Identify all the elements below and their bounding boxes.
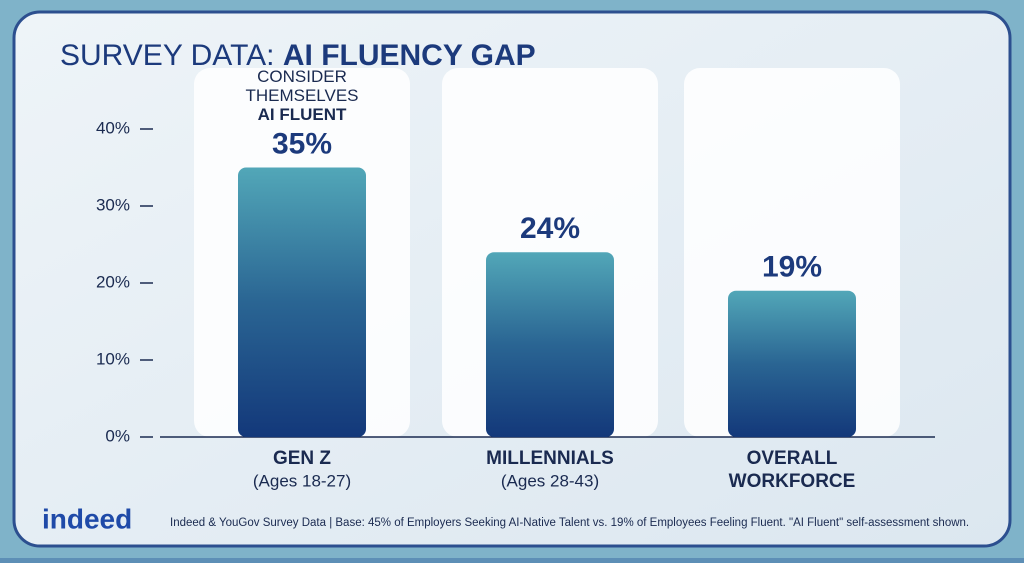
value-label: 35%: [272, 127, 332, 160]
annotation: THEMSELVES: [245, 86, 358, 105]
y-tick-label: 30%: [96, 195, 130, 214]
annotation: AI FLUENT: [258, 105, 347, 124]
title-text: SURVEY DATA:: [60, 39, 275, 72]
annotation: CONSIDER: [257, 67, 347, 86]
category-note: (Ages 18-27): [253, 471, 351, 490]
value-label: 19%: [762, 251, 822, 284]
title-emphasis: AI FLUENCY GAP: [283, 39, 536, 72]
logo: indeed: [42, 503, 132, 534]
x-tick-label: GEN Z: [273, 448, 331, 469]
category-note: (Ages 28-43): [501, 471, 599, 490]
bar: [728, 290, 856, 437]
x-tick-label: MILLENNIALS: [486, 448, 614, 469]
bar: [238, 167, 366, 437]
bar: [486, 252, 614, 437]
value-label: 24%: [520, 212, 580, 245]
source-note: Indeed & YouGov Survey Data | Base: 45% …: [170, 517, 969, 529]
y-tick-label: 10%: [96, 349, 130, 368]
y-tick-label: 0%: [105, 426, 130, 445]
y-tick-label: 20%: [96, 272, 130, 291]
y-tick-label: 40%: [96, 118, 130, 137]
x-tick-label: OVERALL WORKFORCE: [729, 448, 856, 492]
chart-title: SURVEY DATA: AI FLUENCY GAP: [60, 39, 536, 72]
